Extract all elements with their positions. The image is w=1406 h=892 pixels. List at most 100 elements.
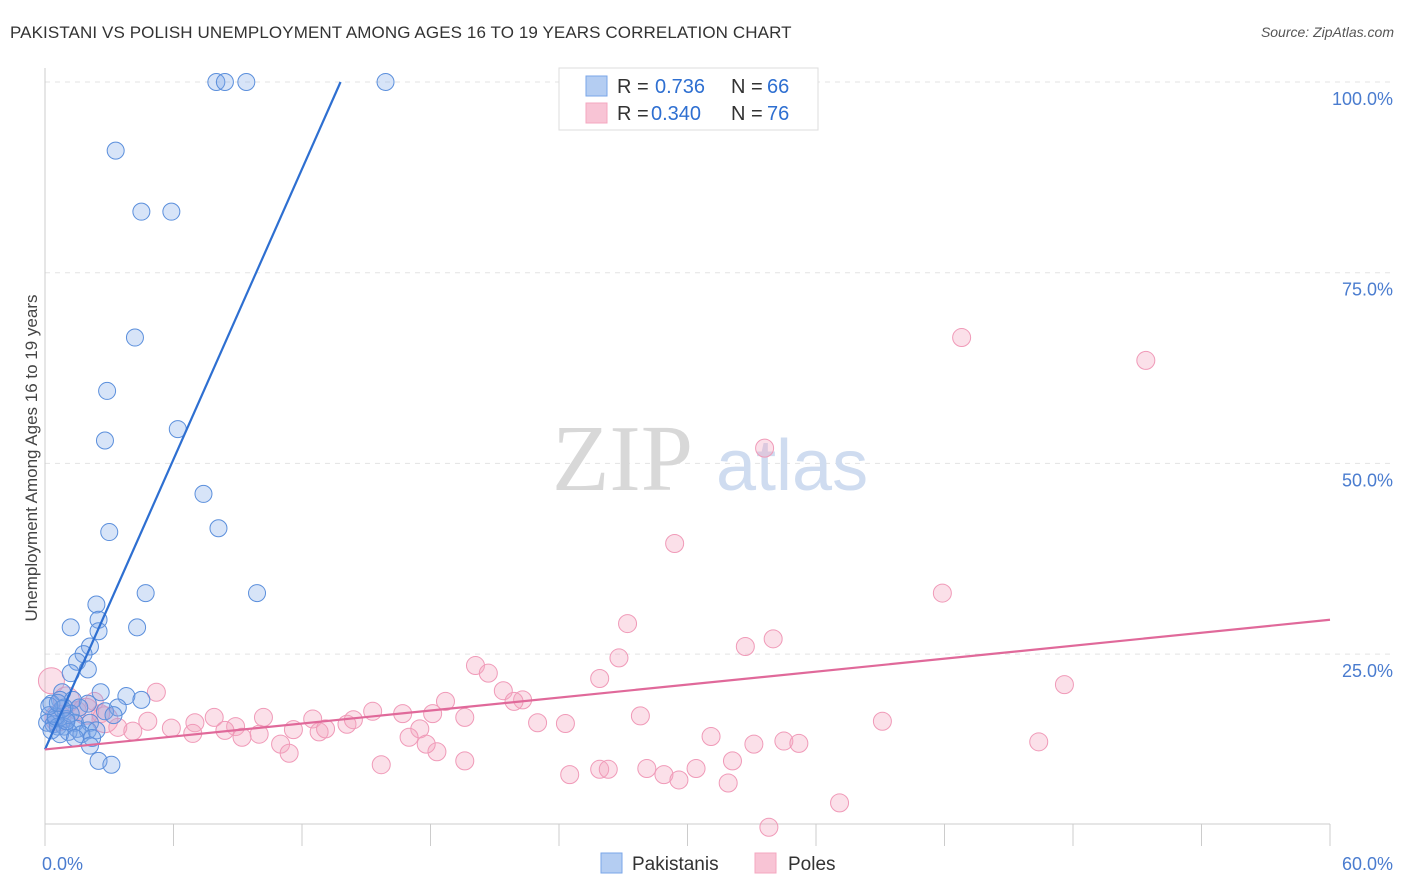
poles-point [37, 667, 65, 695]
stat-n-value-pak: 66 [767, 76, 789, 98]
poles-point [759, 817, 779, 837]
pakistanis-point [65, 729, 84, 748]
poles-trend-line [44, 618, 1331, 751]
y-tick-label: 75.0% [1342, 280, 1393, 300]
poles-point [455, 707, 475, 727]
pakistanis-point [248, 584, 267, 603]
poles-point [763, 629, 783, 649]
stat-n-label-pak: N = [731, 76, 763, 98]
poles-point [204, 707, 224, 727]
bottom-legend-swatch-pakistanis [600, 852, 623, 874]
poles-point [665, 533, 685, 553]
poles-point [952, 328, 972, 348]
poles-point [735, 636, 755, 656]
pakistanis-point [136, 584, 155, 603]
poles-point [774, 731, 794, 751]
poles-point [722, 751, 742, 771]
stat-n-label-pol: N = [731, 103, 763, 125]
stat-r-label-pol: R = [617, 103, 649, 125]
pakistanis-point [209, 519, 228, 538]
poles-point [560, 765, 580, 785]
pakistanis-point [78, 694, 97, 713]
poles-point [146, 682, 166, 702]
poles-point [423, 704, 443, 724]
y-axis-label: Unemployment Among Ages 16 to 19 years [22, 295, 41, 622]
poles-point [1029, 732, 1049, 752]
poles-point [630, 706, 650, 726]
pakistanis-point [106, 141, 125, 160]
poles-point [427, 742, 447, 762]
poles-point [830, 793, 850, 813]
pakistanis-point [376, 73, 395, 91]
pakistanis-point [194, 484, 213, 503]
poles-point [1136, 350, 1156, 370]
poles-point [416, 734, 436, 754]
pakistanis-point [91, 683, 110, 702]
x-tick-label: 60.0% [1342, 854, 1393, 874]
poles-point [399, 727, 419, 747]
poles-point [789, 733, 809, 753]
poles-point [528, 713, 548, 733]
poles-point [371, 755, 391, 775]
y-tick-labels: 25.0% 50.0% 75.0% 100.0% [1332, 89, 1393, 681]
x-tick-label: 0.0% [42, 854, 83, 874]
pakistanis-point [87, 595, 106, 614]
x-tick-labels: 0.0% 60.0% [42, 854, 1393, 874]
pakistanis-point [132, 690, 151, 709]
poles-point [637, 759, 657, 779]
y-tick-label: 25.0% [1342, 661, 1393, 681]
pakistanis-point [104, 706, 123, 725]
y-tick-label: 100.0% [1332, 89, 1393, 109]
pakistanis-point [128, 618, 147, 637]
stat-n-value-pol: 76 [767, 103, 789, 125]
poles-point [123, 721, 143, 741]
poles-point [253, 707, 273, 727]
stat-r-value-pol: 0.340 [651, 103, 701, 125]
pakistanis-point [83, 729, 102, 748]
watermark-zip: ZIP [552, 407, 693, 511]
poles-point [555, 714, 575, 734]
pakistanis-point [215, 73, 234, 91]
pakistanis-point [98, 381, 117, 400]
pakistanis-point [95, 431, 114, 450]
poles-point [1054, 675, 1074, 695]
chart-title: PAKISTANI VS POLISH UNEMPLOYMENT AMONG A… [10, 23, 792, 42]
poles-point [455, 751, 475, 771]
bottom-legend-label-pakistanis: Pakistanis [632, 854, 719, 875]
trend-lines [43, 81, 1331, 751]
pakistanis-trend-line [43, 81, 342, 750]
poles-point [654, 765, 674, 785]
watermark-atlas: atlas [716, 426, 868, 506]
poles-point [932, 583, 952, 603]
pakistanis-point [237, 73, 256, 91]
pakistanis-point [78, 660, 97, 679]
poles-point [618, 614, 638, 634]
y-tick-label: 50.0% [1342, 470, 1393, 490]
poles-point [138, 711, 158, 731]
pakistanis-point [95, 702, 114, 721]
poles-point [744, 734, 764, 754]
pakistanis-points [38, 73, 395, 774]
axes [44, 68, 1331, 846]
poles-point [598, 759, 618, 779]
poles-point [755, 438, 775, 458]
poles-point [478, 663, 498, 683]
poles-point [279, 743, 299, 763]
pakistanis-point [100, 523, 119, 542]
poles-point [316, 719, 336, 739]
poles-point [718, 773, 738, 793]
pakistanis-point [125, 328, 144, 347]
pakistanis-point [162, 202, 181, 221]
source-label: Source: ZipAtlas.com [1260, 24, 1394, 40]
poles-point [872, 711, 892, 731]
poles-point [161, 718, 181, 738]
pakistanis-point [102, 755, 121, 774]
poles-point [669, 770, 689, 790]
legend-swatch-pakistanis [585, 75, 608, 97]
legend-swatch-poles [585, 102, 608, 124]
bottom-legend: Pakistanis Poles [600, 852, 836, 875]
bottom-legend-label-poles: Poles [788, 854, 836, 875]
gridlines [45, 81, 1393, 655]
bottom-legend-swatch-poles [754, 852, 777, 874]
pakistanis-point [132, 202, 151, 221]
